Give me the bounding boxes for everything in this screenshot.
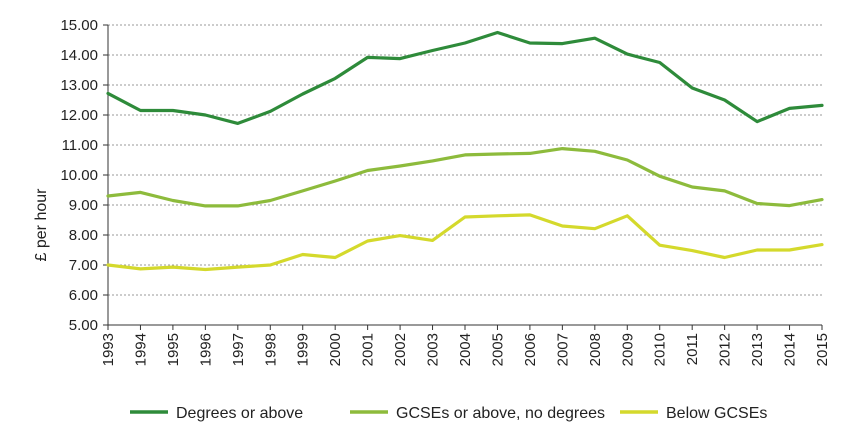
gridlines: [108, 24, 822, 296]
series-line-1: [106, 147, 824, 208]
x-tick-label: 2014: [782, 333, 799, 366]
x-tick-label: 1995: [165, 333, 182, 366]
y-tick-label: 9.00: [69, 197, 98, 214]
y-tick-label: 6.00: [69, 287, 98, 304]
y-axis-title: £ per hour: [33, 188, 50, 262]
x-tick-label: 1999: [295, 333, 312, 366]
x-tick-labels: 1993 1994 1995 1996 1997 1998 1999 2000 2001 2002…: [100, 333, 831, 366]
x-tick-label: 2000: [327, 333, 344, 366]
x-tick-label: 1993: [100, 333, 117, 366]
axes: [103, 24, 823, 330]
x-tick-label: 2003: [425, 333, 442, 366]
series-lines: [106, 30, 824, 272]
y-tick-label: 15.00: [60, 17, 98, 34]
x-tick-label: 2010: [652, 333, 669, 366]
x-tick-label: 1997: [230, 333, 247, 366]
y-tick-label: 10.00: [60, 167, 98, 184]
x-tick-label: 2005: [489, 333, 506, 366]
y-tick-labels: 5.00 6.00 7.00 8.00 9.00 10.00 11.00 12.00 13.00…: [60, 17, 98, 334]
x-tick-label: 2011: [684, 333, 701, 365]
x-tick-label: 2007: [554, 333, 571, 366]
legend-label: Below GCSEs: [666, 405, 767, 422]
x-tick-label: 1998: [262, 333, 279, 366]
y-tick-label: 7.00: [69, 257, 98, 274]
x-tick-label: 2008: [587, 333, 604, 366]
x-tick-label: 2006: [522, 333, 539, 366]
y-tick-label: 12.00: [60, 107, 98, 124]
x-tick-label: 1994: [132, 333, 149, 366]
series-line-2: [106, 213, 824, 272]
y-tick-label: 5.00: [69, 317, 98, 334]
x-tick-label: 2012: [717, 333, 734, 366]
x-tick-label: 2001: [360, 333, 377, 366]
legend-label: GCSEs or above, no degrees: [396, 405, 605, 422]
x-tick-label: 2013: [749, 333, 766, 366]
x-tick-label: 2004: [457, 333, 474, 366]
y-tick-label: 14.00: [60, 47, 98, 64]
y-tick-label: 11.00: [62, 137, 98, 154]
x-tick-label: 2002: [392, 333, 409, 366]
x-tick-label: 2009: [619, 333, 636, 366]
y-tick-label: 13.00: [60, 77, 98, 94]
series-line-0: [106, 30, 824, 126]
legend: Degrees or above GCSEs or above, no degre…: [130, 405, 767, 422]
x-tick-label: 2015: [814, 333, 831, 366]
legend-label: Degrees or above: [176, 405, 303, 422]
x-tick-label: 1996: [197, 333, 214, 366]
y-tick-label: 8.00: [69, 227, 98, 244]
